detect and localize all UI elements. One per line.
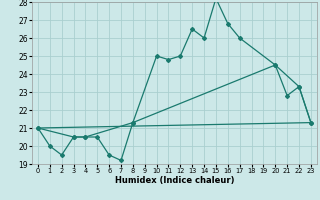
X-axis label: Humidex (Indice chaleur): Humidex (Indice chaleur) <box>115 176 234 185</box>
